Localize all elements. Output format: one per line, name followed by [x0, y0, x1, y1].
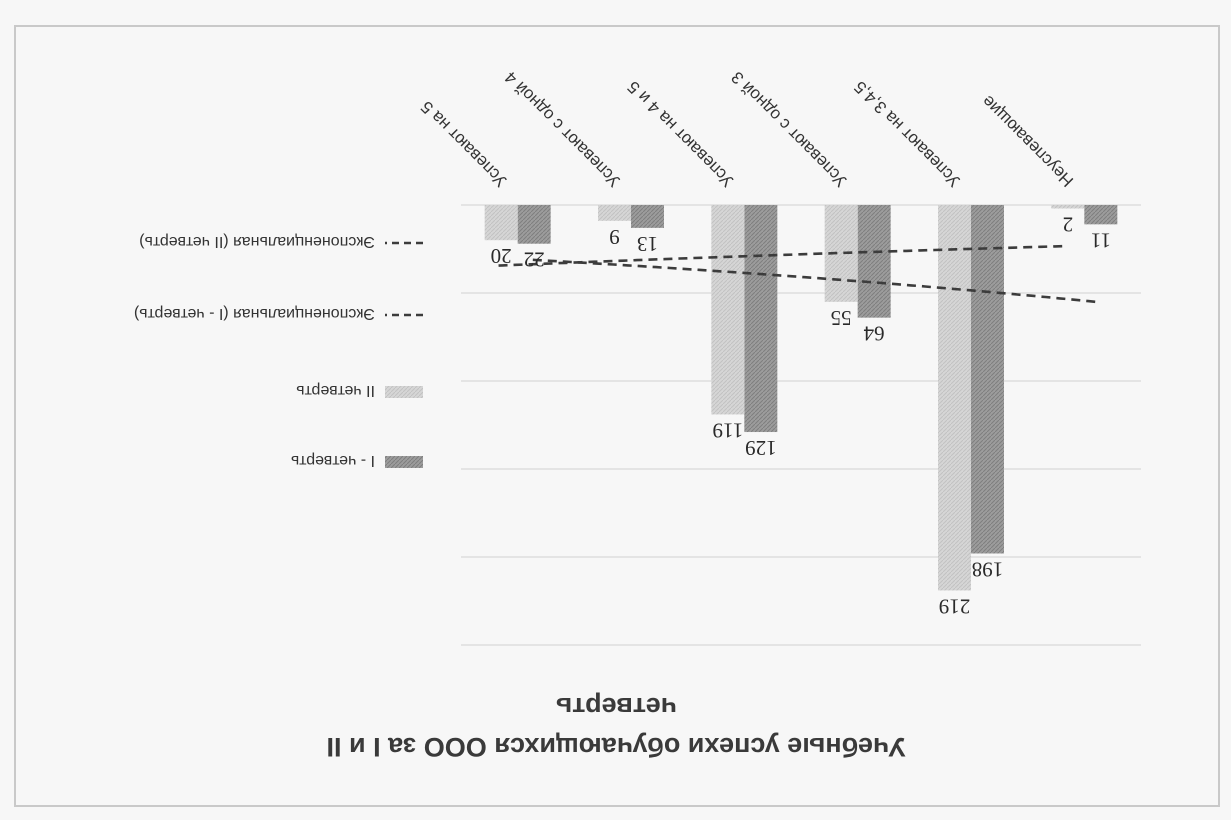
legend-swatch [385, 386, 423, 398]
category-label: Успевают с одной 3 [728, 68, 851, 191]
category-label: Неуспевающие [978, 92, 1077, 191]
bar-q2-4 [598, 205, 631, 221]
bar-q2-0 [1051, 205, 1085, 209]
legend-label: II четверть [296, 382, 375, 399]
chart-frame [14, 25, 1220, 807]
bar-q1-1 [971, 205, 1004, 554]
data-label: 198 [972, 557, 1004, 581]
bar-q1-3 [744, 205, 778, 433]
data-label: 64 [863, 322, 885, 346]
bars-layer [484, 205, 1118, 591]
bar-q2-5 [484, 205, 518, 241]
bar-q1-2 [857, 205, 891, 318]
bar-q1-5 [517, 205, 551, 244]
data-label: 219 [939, 594, 971, 618]
legend-label: Экспоненциальная (II четверть) [139, 233, 375, 250]
category-label: Успевают на 5 [417, 97, 510, 190]
chart-title-line-1: Учебные успехи обучающихся ООО за I и II [327, 732, 906, 762]
bar-q1-0 [1084, 205, 1118, 225]
legend-label: I - четверть [291, 452, 375, 469]
data-label: 2 [1063, 213, 1074, 237]
category-label: Успевают с одной 4 [501, 68, 624, 191]
data-label: 9 [609, 225, 620, 249]
bar-q1-4 [631, 205, 664, 228]
data-label: 55 [831, 306, 852, 330]
data-label: 20 [491, 244, 512, 268]
data-label: 119 [712, 418, 743, 442]
trendlines-layer [495, 244, 1096, 304]
category-label: Успевают на 3,4,5 [850, 77, 963, 190]
data-label: 13 [637, 232, 658, 256]
data-label: 11 [1091, 228, 1111, 252]
bar-q2-1 [938, 205, 971, 591]
category-label: Успевают на 4 и 5 [624, 77, 737, 190]
data-label: 22 [524, 248, 545, 272]
data-label: 129 [745, 436, 777, 460]
legend: I - четверть II четверть Экспоненциальная … [134, 233, 423, 469]
trendline-q1 [528, 258, 1096, 304]
trendline-q2 [495, 244, 1063, 267]
legend-swatch [385, 456, 423, 468]
bar-q2-3 [711, 205, 745, 415]
chart-title-line-2: четверть [556, 692, 677, 722]
legend-label: Экспоненциальная (I - четверть) [134, 305, 375, 322]
gridlines [461, 204, 1141, 646]
